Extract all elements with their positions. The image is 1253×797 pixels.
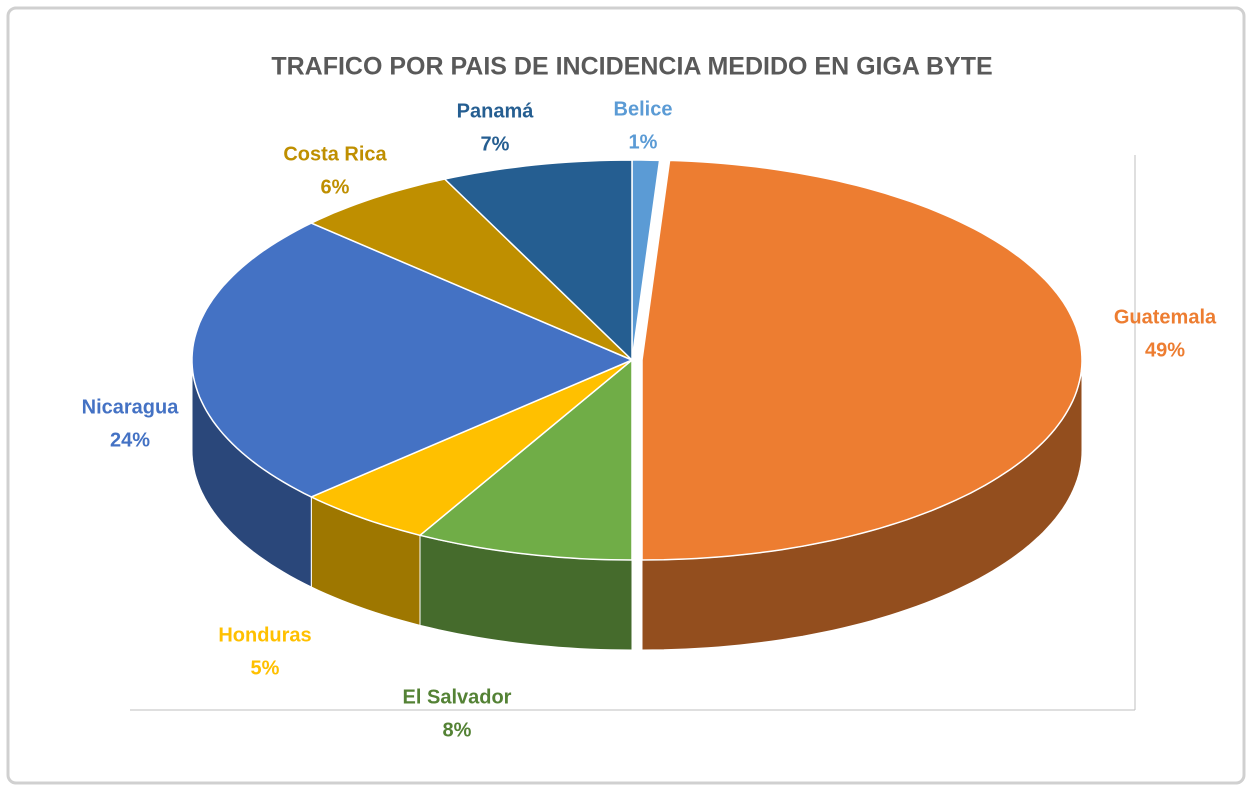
data-label-name: Honduras [218, 624, 311, 646]
data-label-name: Nicaragua [82, 396, 180, 418]
data-label-name: Costa Rica [283, 143, 387, 165]
slice [309, 178, 633, 361]
data-label-value: 1% [629, 131, 658, 153]
data-label-value: 7% [481, 133, 510, 155]
slice [443, 159, 633, 362]
slice [191, 222, 634, 498]
slice [309, 359, 633, 537]
slice [641, 159, 1083, 561]
data-label-value: 49% [1145, 339, 1185, 361]
slice [418, 358, 633, 561]
chart-title: TRAFICO POR PAIS DE INCIDENCIA MEDIDO EN… [271, 53, 992, 81]
data-label-name: El Salvador [403, 686, 512, 708]
data-label-name: Belice [614, 98, 673, 120]
data-label-value: 24% [110, 429, 150, 451]
data-label-value: 8% [443, 719, 472, 741]
data-label-name: Panamá [457, 100, 535, 122]
data-label-value: 5% [251, 657, 280, 679]
data-label-name: Guatemala [1114, 306, 1217, 328]
data-label-value: 6% [321, 176, 350, 198]
